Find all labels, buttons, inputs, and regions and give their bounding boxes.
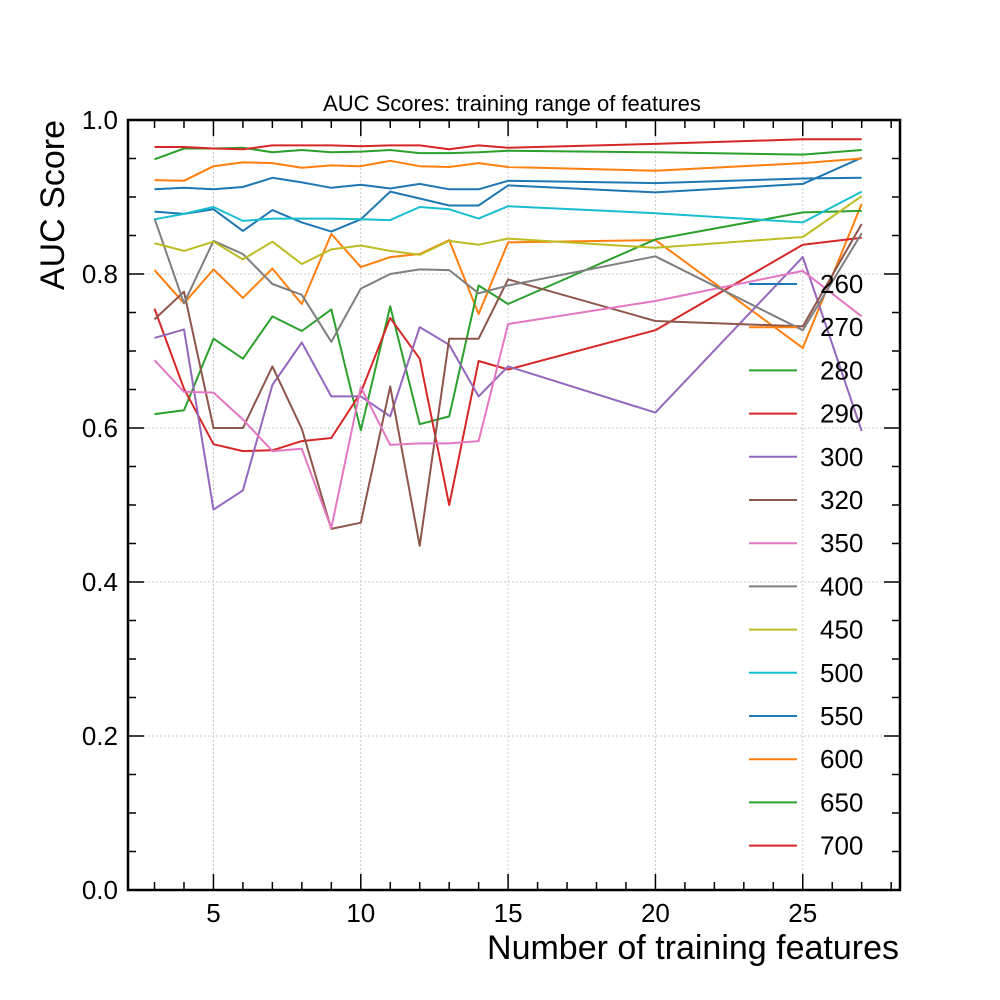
- x-tick-label: 5: [206, 898, 220, 928]
- y-tick-label: 0.2: [82, 721, 118, 751]
- y-tick-label: 0.0: [82, 875, 118, 905]
- series-line-550: [154, 176, 862, 191]
- series-line-600: [154, 157, 862, 182]
- series-line-270: [153, 203, 863, 349]
- ticks: [128, 119, 900, 891]
- tick-labels: 5 10 15 20 25 0.0 0.2 0.4 0.6 0.8 1.0: [82, 105, 817, 928]
- chart-title: AUC Scores: training range of features: [323, 91, 701, 116]
- x-axis-title: Number of training features: [487, 929, 899, 967]
- y-tick-label: 0.4: [82, 567, 118, 597]
- legend-label-550: 550: [820, 701, 863, 731]
- legend-label-270: 270: [820, 312, 863, 342]
- x-tick-label: 15: [494, 898, 523, 928]
- legend-label-400: 400: [820, 571, 863, 601]
- legend: 260 270 280 290 300 320 350 400 450 500 550 600 650 7…: [749, 269, 863, 861]
- series-line-320: [153, 223, 863, 547]
- legend-label-300: 300: [820, 442, 863, 472]
- legend-label-600: 600: [820, 744, 863, 774]
- series-line-450: [154, 195, 863, 265]
- y-tick-label: 1.0: [82, 105, 118, 135]
- legend-label-700: 700: [820, 831, 863, 861]
- series-line-300: [154, 256, 863, 511]
- series-line-700: [154, 138, 862, 151]
- legend-label-450: 450: [820, 615, 863, 645]
- plot-area: [153, 138, 863, 547]
- y-tick-label: 0.8: [82, 259, 118, 289]
- y-tick-label: 0.6: [82, 413, 118, 443]
- series-line-290: [153, 236, 862, 506]
- x-tick-label: 10: [346, 898, 375, 928]
- x-tick-label: 25: [788, 898, 817, 928]
- series-line-500: [154, 190, 863, 224]
- series-line-350: [153, 269, 863, 530]
- legend-label-500: 500: [820, 658, 863, 688]
- legend-label-650: 650: [820, 787, 863, 817]
- legend-label-320: 320: [820, 485, 863, 515]
- y-axis-title: AUC Score: [34, 120, 72, 290]
- x-tick-label: 20: [641, 898, 670, 928]
- legend-label-280: 280: [820, 355, 863, 385]
- series-line-260: [154, 156, 863, 233]
- legend-label-260: 260: [820, 269, 863, 299]
- legend-label-350: 350: [820, 528, 863, 558]
- legend-label-290: 290: [820, 399, 863, 429]
- series-line-400: [153, 218, 863, 343]
